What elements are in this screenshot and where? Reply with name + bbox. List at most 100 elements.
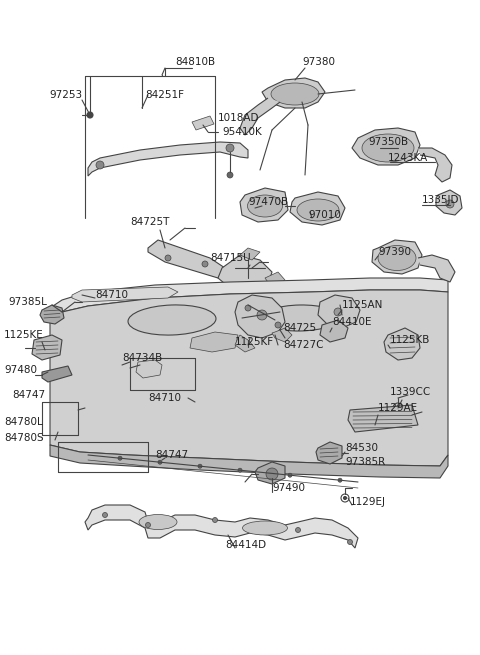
Text: 84747: 84747 xyxy=(155,450,188,460)
Text: 84725T: 84725T xyxy=(130,217,169,227)
Polygon shape xyxy=(235,295,285,338)
Circle shape xyxy=(334,308,342,316)
Circle shape xyxy=(446,200,454,208)
Text: 84715U: 84715U xyxy=(210,253,251,263)
Text: 97253: 97253 xyxy=(49,90,82,100)
Text: 84710: 84710 xyxy=(148,393,181,403)
Text: 97470B: 97470B xyxy=(248,197,288,207)
Circle shape xyxy=(198,464,202,468)
Circle shape xyxy=(393,403,403,413)
Polygon shape xyxy=(240,188,288,222)
Text: 97490: 97490 xyxy=(272,483,305,493)
Circle shape xyxy=(226,144,234,152)
Ellipse shape xyxy=(248,195,283,217)
Polygon shape xyxy=(72,287,178,302)
Text: 97390: 97390 xyxy=(378,247,411,257)
Circle shape xyxy=(245,305,251,311)
Ellipse shape xyxy=(378,246,416,271)
Circle shape xyxy=(227,172,233,178)
Polygon shape xyxy=(218,255,272,292)
Text: 84747: 84747 xyxy=(12,390,45,400)
Ellipse shape xyxy=(139,514,177,529)
Text: 95410K: 95410K xyxy=(222,127,262,137)
Text: 84780S: 84780S xyxy=(4,433,44,443)
Text: 1125KE: 1125KE xyxy=(4,330,44,340)
Text: 84780L: 84780L xyxy=(4,417,43,427)
Circle shape xyxy=(145,523,151,527)
Circle shape xyxy=(257,310,267,320)
Text: 97480: 97480 xyxy=(4,365,37,375)
Circle shape xyxy=(96,161,104,169)
Polygon shape xyxy=(418,255,455,282)
Polygon shape xyxy=(265,272,285,288)
Ellipse shape xyxy=(297,199,339,221)
Text: 1125KB: 1125KB xyxy=(390,335,431,345)
Text: 84530: 84530 xyxy=(345,443,378,453)
Text: 84414D: 84414D xyxy=(225,540,266,550)
Circle shape xyxy=(103,512,108,517)
Ellipse shape xyxy=(260,305,340,331)
Text: 84734B: 84734B xyxy=(122,353,162,363)
Polygon shape xyxy=(262,78,325,108)
Circle shape xyxy=(348,540,352,544)
Polygon shape xyxy=(50,290,448,466)
Polygon shape xyxy=(148,240,225,278)
Polygon shape xyxy=(32,335,62,360)
Text: 84727C: 84727C xyxy=(283,340,324,350)
Polygon shape xyxy=(318,295,360,328)
Circle shape xyxy=(338,478,342,482)
Circle shape xyxy=(396,406,400,410)
Text: 97350B: 97350B xyxy=(368,137,408,147)
Circle shape xyxy=(238,468,242,472)
Circle shape xyxy=(165,255,171,261)
Text: 84410E: 84410E xyxy=(332,317,372,327)
Polygon shape xyxy=(190,332,238,352)
Circle shape xyxy=(213,517,217,523)
Polygon shape xyxy=(320,320,348,342)
Polygon shape xyxy=(235,335,255,352)
Text: 84810B: 84810B xyxy=(175,57,215,67)
Text: 1339CC: 1339CC xyxy=(390,387,431,397)
Polygon shape xyxy=(316,442,342,464)
Polygon shape xyxy=(136,360,162,378)
Circle shape xyxy=(275,322,281,328)
Circle shape xyxy=(87,112,93,118)
Circle shape xyxy=(118,456,122,460)
Polygon shape xyxy=(40,305,64,324)
Text: 97385L: 97385L xyxy=(8,297,47,307)
Text: 84725: 84725 xyxy=(283,323,316,333)
Polygon shape xyxy=(240,248,260,260)
Text: 84710: 84710 xyxy=(95,290,128,300)
Polygon shape xyxy=(42,366,72,382)
Ellipse shape xyxy=(362,134,414,162)
Polygon shape xyxy=(50,445,448,478)
Text: 1243KA: 1243KA xyxy=(388,153,428,163)
Circle shape xyxy=(296,527,300,533)
Polygon shape xyxy=(348,405,418,432)
Polygon shape xyxy=(192,116,214,130)
Ellipse shape xyxy=(271,83,319,105)
Circle shape xyxy=(344,496,347,500)
Text: 1125AN: 1125AN xyxy=(342,300,384,310)
Polygon shape xyxy=(418,148,452,182)
Text: 1129AE: 1129AE xyxy=(378,403,418,413)
Text: 1125KF: 1125KF xyxy=(235,337,274,347)
Text: 1335JD: 1335JD xyxy=(422,195,459,205)
Polygon shape xyxy=(290,192,345,225)
Ellipse shape xyxy=(128,305,216,335)
Text: 1018AD: 1018AD xyxy=(218,113,260,123)
Polygon shape xyxy=(384,328,420,360)
Text: 97385R: 97385R xyxy=(345,457,385,467)
Polygon shape xyxy=(352,128,420,165)
Polygon shape xyxy=(372,240,422,274)
Polygon shape xyxy=(436,190,462,215)
Circle shape xyxy=(158,460,162,464)
Text: 1129EJ: 1129EJ xyxy=(350,497,386,507)
Text: 97010: 97010 xyxy=(308,210,341,220)
Circle shape xyxy=(202,261,208,267)
Circle shape xyxy=(288,473,292,477)
Text: 97380: 97380 xyxy=(302,57,335,67)
Text: 84251F: 84251F xyxy=(145,90,184,100)
Polygon shape xyxy=(88,142,248,176)
Circle shape xyxy=(266,468,278,480)
